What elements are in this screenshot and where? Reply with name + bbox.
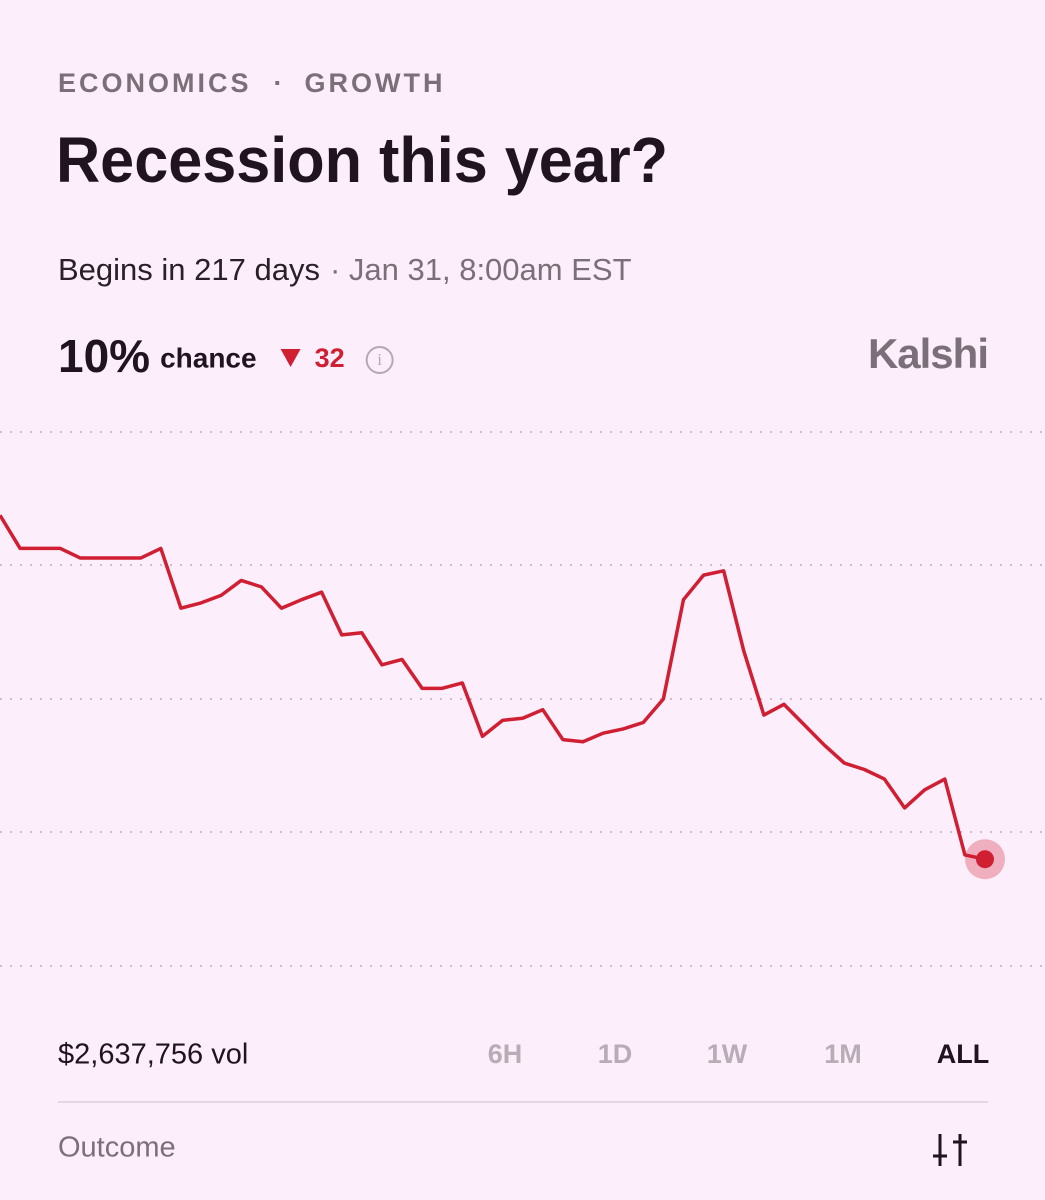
range-tab[interactable]: ALL: [937, 1039, 989, 1069]
title: Recession this year?: [56, 124, 668, 196]
range-tab[interactable]: 6H: [488, 1039, 523, 1069]
volume: $2,637,756 vol: [58, 1039, 248, 1071]
last-point: [976, 850, 994, 869]
breadcrumb[interactable]: GROWTH: [305, 68, 446, 98]
brand: Kalshi: [868, 330, 988, 377]
breadcrumb[interactable]: ECONOMICS: [58, 68, 252, 98]
range-tab[interactable]: 1W: [707, 1039, 748, 1069]
change: 32: [315, 343, 345, 373]
chance-value: 10%: [58, 330, 150, 382]
filter-icon[interactable]: [933, 1134, 967, 1166]
down-arrow: [280, 349, 301, 367]
date: · Jan 31, 8:00am EST: [330, 252, 632, 287]
separator: ·: [274, 68, 283, 98]
range-tabs: 6H 1D 1W 1M ALL: [488, 1039, 990, 1069]
begins: Begins in 217 days: [58, 252, 320, 287]
range-tab[interactable]: 1D: [598, 1039, 633, 1069]
info-glyph: i: [377, 350, 382, 369]
info-icon[interactable]: i: [365, 346, 394, 374]
chance-label: chance: [160, 342, 257, 373]
range-tab[interactable]: 1M: [824, 1039, 862, 1069]
outcome: Outcome: [58, 1132, 176, 1164]
info-circle: [365, 346, 394, 374]
plot: [0, 514, 1005, 880]
price-line: [0, 514, 986, 861]
